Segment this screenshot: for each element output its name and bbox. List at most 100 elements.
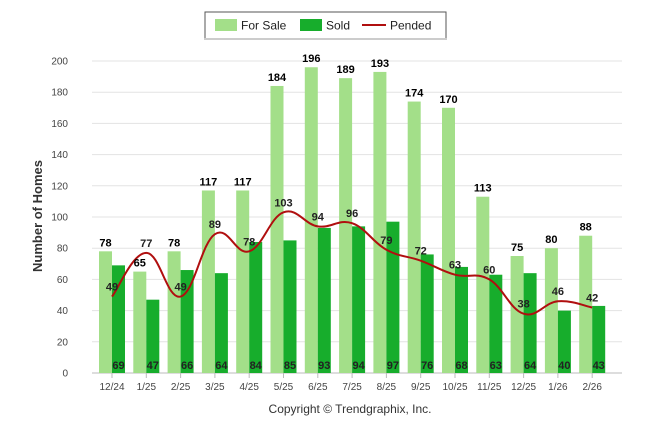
pended-label: 94 xyxy=(312,211,325,223)
pended-line-group xyxy=(111,210,593,316)
y-tick-label: 0 xyxy=(62,369,68,380)
bars xyxy=(99,67,606,374)
y-tick-label: 180 xyxy=(51,88,68,99)
sold-label: 93 xyxy=(318,360,330,372)
x-tick-label: 1/26 xyxy=(548,382,568,393)
for-sale-label: 78 xyxy=(99,237,111,249)
pended-label: 49 xyxy=(174,282,186,294)
copyright-text: Copyright © Trendgraphix, Inc. xyxy=(269,402,432,416)
legend-swatch xyxy=(215,19,237,31)
for-sale-label: 113 xyxy=(474,183,492,195)
legend-label: Sold xyxy=(326,19,350,33)
y-tick-label: 200 xyxy=(51,57,68,68)
for-sale-label: 170 xyxy=(439,94,457,106)
y-tick-label: 120 xyxy=(51,181,68,192)
pended-label: 49 xyxy=(106,282,118,294)
pended-label: 63 xyxy=(449,260,461,272)
legend[interactable]: For Sale Sold Pended xyxy=(204,11,447,40)
sold-label: 64 xyxy=(215,360,228,372)
sold-label: 76 xyxy=(421,360,433,372)
for-sale-bar xyxy=(99,251,112,373)
x-tick-label: 10/25 xyxy=(442,382,467,393)
y-axis-label: Number of Homes xyxy=(30,160,45,272)
sold-bar xyxy=(420,254,434,373)
for-sale-bar xyxy=(510,256,524,373)
sold-label: 47 xyxy=(147,360,159,372)
for-sale-bar xyxy=(579,235,593,373)
for-sale-label: 80 xyxy=(545,234,557,246)
for-sale-bar xyxy=(544,248,558,373)
x-tick-label: 6/25 xyxy=(308,382,328,393)
pended-line xyxy=(111,210,593,316)
pended-label: 89 xyxy=(209,219,221,231)
pended-label: 77 xyxy=(140,238,152,250)
pended-label: 78 xyxy=(243,236,255,248)
sold-label: 94 xyxy=(352,360,365,372)
sold-label: 40 xyxy=(558,360,570,372)
for-sale-label: 88 xyxy=(580,222,592,234)
data-labels: 78 69 65 47 78 66 117 64 117 84 184 85 196 93 189 94 193… xyxy=(99,53,604,372)
sold-bar xyxy=(214,273,228,373)
pended-label: 42 xyxy=(586,292,598,304)
sold-label: 84 xyxy=(250,360,263,372)
x-tick-label: 2/26 xyxy=(582,382,602,393)
sold-bar xyxy=(146,299,160,373)
for-sale-bar xyxy=(339,78,353,373)
y-tick-label: 20 xyxy=(57,337,69,348)
for-sale-label: 117 xyxy=(234,176,252,188)
for-sale-bar xyxy=(133,271,147,373)
legend-box xyxy=(204,11,447,40)
for-sale-bar xyxy=(236,190,250,373)
pended-label: 72 xyxy=(415,246,427,258)
sold-label: 68 xyxy=(455,360,467,372)
sold-bar xyxy=(592,305,606,373)
x-tick-label: 12/25 xyxy=(511,382,536,393)
legend-label: Pended xyxy=(390,19,431,33)
pended-label: 60 xyxy=(483,264,495,276)
legend-swatch xyxy=(300,19,322,31)
pended-label: 38 xyxy=(517,299,529,311)
sold-label: 97 xyxy=(387,360,399,372)
sold-bar xyxy=(455,266,468,373)
for-sale-label: 196 xyxy=(302,53,320,65)
x-tick-label: 7/25 xyxy=(342,382,362,393)
x-tick-label: 2/25 xyxy=(171,382,191,393)
sold-label: 85 xyxy=(284,360,296,372)
for-sale-bar xyxy=(373,71,387,374)
y-tick-label: 100 xyxy=(51,213,68,224)
sold-bar xyxy=(489,274,503,373)
for-sale-label: 184 xyxy=(268,72,287,84)
x-tick-label: 12/24 xyxy=(99,382,124,393)
pended-label: 103 xyxy=(274,197,292,209)
x-axis-ticks: 12/24 1/25 2/25 3/25 4/25 5/25 6/25 7/25 8/25 9/2… xyxy=(99,373,602,393)
y-tick-label: 160 xyxy=(51,119,68,130)
sold-bar xyxy=(249,241,263,373)
y-tick-label: 80 xyxy=(57,244,69,255)
pended-label: 96 xyxy=(346,208,358,220)
y-tick-label: 40 xyxy=(57,306,69,317)
sold-bar xyxy=(317,227,331,373)
pended-label: 46 xyxy=(552,286,564,298)
y-tick-label: 60 xyxy=(57,275,69,286)
sold-bar xyxy=(523,273,537,373)
for-sale-label: 189 xyxy=(336,64,354,76)
sold-label: 69 xyxy=(112,360,124,372)
sold-bar xyxy=(283,240,297,373)
legend-shadow xyxy=(204,38,447,40)
x-tick-label: 4/25 xyxy=(239,382,259,393)
legend-label: For Sale xyxy=(241,19,287,33)
sold-bar xyxy=(352,226,366,373)
sold-label: 43 xyxy=(593,360,605,372)
for-sale-bar xyxy=(407,101,421,373)
sold-label: 66 xyxy=(181,360,193,372)
x-tick-label: 8/25 xyxy=(377,382,397,393)
x-tick-label: 9/25 xyxy=(411,382,431,393)
sold-bar xyxy=(557,310,571,373)
for-sale-label: 117 xyxy=(200,176,218,188)
for-sale-label: 75 xyxy=(511,242,523,254)
sold-label: 64 xyxy=(524,360,537,372)
x-tick-label: 11/25 xyxy=(477,382,502,393)
sold-label: 63 xyxy=(490,360,502,372)
sold-bar xyxy=(386,221,400,373)
